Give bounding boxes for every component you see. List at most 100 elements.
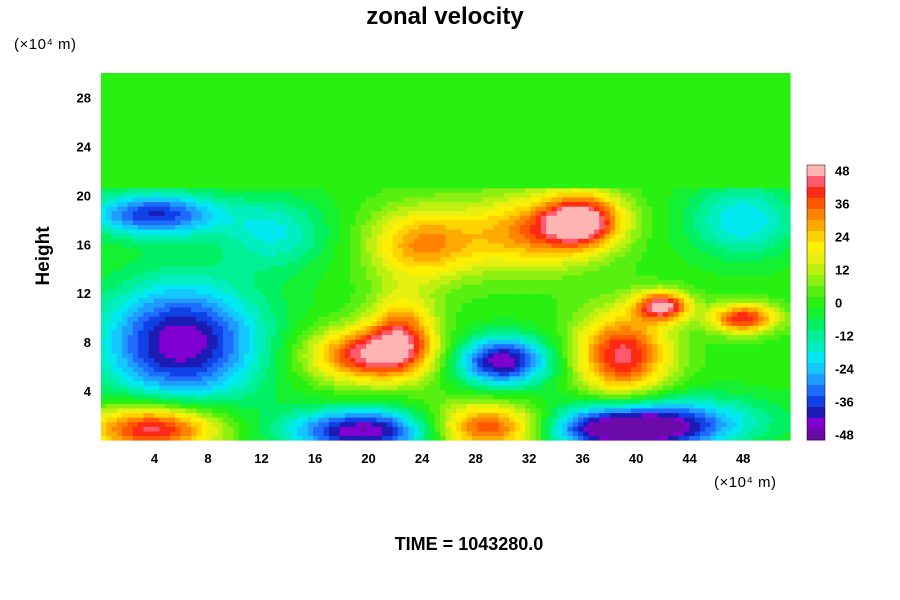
heatmap-cell xyxy=(562,412,568,418)
heatmap-cell xyxy=(297,348,303,354)
heatmap-cell xyxy=(254,398,261,404)
heatmap-cell xyxy=(784,288,791,294)
heatmap-cell xyxy=(148,288,155,294)
heatmap-cell xyxy=(615,288,621,294)
heatmap-cell xyxy=(360,357,367,363)
heatmap-cell xyxy=(525,343,531,349)
heatmap-cell xyxy=(429,297,436,303)
heatmap-cell xyxy=(466,274,473,281)
heatmap-cell xyxy=(631,389,637,395)
heatmap-cell xyxy=(164,417,171,423)
heatmap-cell xyxy=(784,325,791,331)
heatmap-cell xyxy=(493,329,500,336)
heatmap-cell xyxy=(646,265,653,271)
heatmap-cell xyxy=(254,348,261,354)
heatmap-cell xyxy=(699,334,706,340)
heatmap-cell xyxy=(180,288,187,294)
heatmap-cell xyxy=(154,270,160,276)
heatmap-cell xyxy=(244,270,250,276)
heatmap-cell xyxy=(281,293,288,299)
heatmap-cell xyxy=(159,435,166,441)
heatmap-cell xyxy=(360,348,367,354)
heatmap-cell xyxy=(652,366,659,372)
heatmap-cell xyxy=(413,348,420,354)
heatmap-cell xyxy=(334,375,341,381)
heatmap-cell xyxy=(403,311,409,317)
heatmap-cell xyxy=(625,352,632,359)
heatmap-cell xyxy=(270,293,277,299)
heatmap-cell xyxy=(684,352,690,359)
heatmap-cell xyxy=(254,380,261,386)
heatmap-cell xyxy=(270,435,277,441)
heatmap-cell xyxy=(493,325,500,331)
heatmap-cell xyxy=(514,380,521,386)
heatmap-cell xyxy=(228,343,235,349)
heatmap-cell xyxy=(498,412,505,418)
heatmap-cell xyxy=(313,325,319,331)
heatmap-cell xyxy=(116,407,123,414)
heatmap-cell xyxy=(360,261,367,267)
heatmap-cell xyxy=(164,430,171,437)
heatmap-cell xyxy=(376,270,383,276)
heatmap-cell xyxy=(143,380,150,386)
heatmap-cell xyxy=(196,316,203,322)
heatmap-cell xyxy=(593,270,600,276)
heatmap-cell xyxy=(376,407,383,414)
heatmap-cell xyxy=(244,403,250,409)
heatmap-cell xyxy=(546,407,553,414)
heatmap-cell xyxy=(609,306,616,313)
heatmap-cell xyxy=(201,403,208,409)
heatmap-cell xyxy=(297,339,303,345)
heatmap-cell xyxy=(694,343,701,349)
heatmap-cell xyxy=(641,339,648,345)
heatmap-cell xyxy=(403,329,409,336)
heatmap-cell xyxy=(477,357,484,363)
heatmap-cell xyxy=(678,371,685,377)
heatmap-cell xyxy=(434,306,441,313)
heatmap-cell xyxy=(244,371,250,377)
heatmap-cell xyxy=(763,417,770,423)
heatmap-cell xyxy=(111,426,118,432)
heatmap-cell xyxy=(631,306,637,313)
heatmap-cell xyxy=(498,348,505,354)
heatmap-cell xyxy=(408,421,415,427)
heatmap-cell xyxy=(122,339,129,345)
heatmap-cell xyxy=(260,270,266,276)
heatmap-cell xyxy=(509,311,515,317)
heatmap-cell xyxy=(572,297,579,303)
heatmap-cell xyxy=(429,375,436,381)
heatmap-cell xyxy=(323,293,330,299)
heatmap-cell xyxy=(583,371,590,377)
heatmap-cell xyxy=(164,311,171,317)
heatmap-cell xyxy=(159,362,166,368)
heatmap-cell xyxy=(175,274,182,281)
heatmap-cell xyxy=(487,403,494,409)
heatmap-cell xyxy=(440,435,447,441)
heatmap-cell xyxy=(191,284,197,290)
heatmap-cell xyxy=(339,380,346,386)
heatmap-cell xyxy=(514,352,521,359)
heatmap-cell xyxy=(503,421,510,427)
heatmap-cell xyxy=(646,375,653,381)
heatmap-cell xyxy=(731,297,738,303)
heatmap-cell xyxy=(334,412,341,418)
heatmap-cell xyxy=(525,357,531,363)
heatmap-cell xyxy=(509,325,515,331)
heatmap-cell xyxy=(763,384,770,391)
heatmap-cell xyxy=(339,417,346,423)
heatmap-cell xyxy=(376,284,383,290)
heatmap-cell xyxy=(694,265,701,271)
heatmap-cell xyxy=(419,334,425,340)
heatmap-cell xyxy=(562,352,568,359)
heatmap-cell xyxy=(662,288,669,294)
heatmap-cell xyxy=(567,412,574,418)
heatmap-cell xyxy=(228,380,235,386)
heatmap-cell xyxy=(472,279,478,285)
heatmap-cell xyxy=(784,362,791,368)
heatmap-cell xyxy=(694,394,701,400)
heatmap-cell xyxy=(498,284,505,290)
heatmap-cell xyxy=(260,371,266,377)
heatmap-cell xyxy=(233,311,240,317)
heatmap-cell xyxy=(132,380,139,386)
heatmap-cell xyxy=(101,343,107,349)
